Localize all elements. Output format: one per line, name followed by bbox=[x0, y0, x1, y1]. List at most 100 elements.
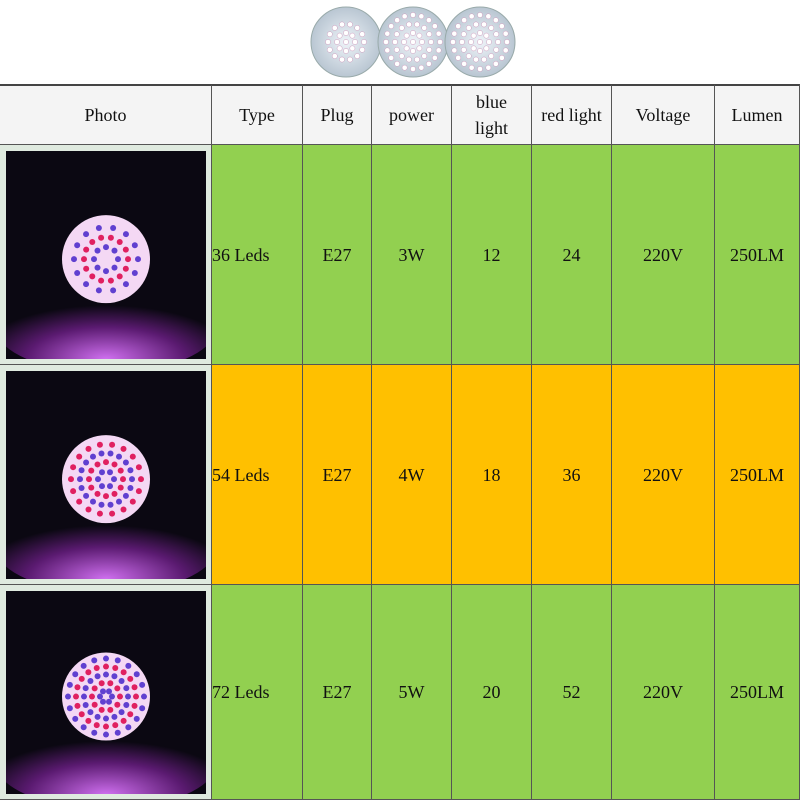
led-dot bbox=[131, 683, 138, 690]
header-cell: Plug bbox=[303, 84, 372, 145]
led-dot bbox=[325, 39, 331, 45]
led-dot bbox=[406, 21, 412, 28]
led-dot bbox=[421, 53, 428, 59]
led-dot bbox=[359, 31, 366, 38]
led-dot bbox=[403, 45, 410, 52]
led-dot bbox=[426, 31, 433, 38]
led-dot bbox=[82, 230, 89, 237]
header-cell: Type bbox=[212, 84, 303, 145]
led-dot bbox=[122, 701, 129, 708]
led-dot bbox=[431, 23, 438, 29]
led-dot bbox=[426, 17, 432, 24]
led-dot bbox=[102, 671, 109, 678]
led-dot bbox=[87, 467, 94, 474]
led-dot bbox=[115, 498, 122, 505]
led-dot bbox=[94, 460, 100, 467]
led-dot bbox=[94, 475, 101, 482]
led-dot bbox=[416, 32, 423, 39]
led-dot bbox=[102, 655, 109, 662]
led-dot bbox=[435, 47, 442, 54]
led-dot bbox=[361, 39, 367, 45]
led-dot bbox=[78, 710, 85, 717]
led-dot bbox=[403, 32, 410, 39]
led-dot bbox=[460, 46, 467, 53]
led-dot bbox=[86, 677, 93, 684]
led-dot bbox=[126, 484, 133, 491]
led-dot bbox=[78, 675, 85, 682]
data-cell: 250LM bbox=[715, 365, 800, 585]
led-dot bbox=[82, 246, 89, 253]
led-dot bbox=[71, 715, 78, 722]
led-dot bbox=[414, 21, 420, 28]
led-dot bbox=[393, 46, 400, 53]
led-dot bbox=[78, 466, 85, 473]
led-dot bbox=[334, 39, 340, 45]
led-dot bbox=[93, 721, 100, 728]
led-dot bbox=[120, 445, 126, 452]
led-dot bbox=[118, 708, 125, 715]
data-cell: 220V bbox=[612, 585, 715, 800]
led-dot bbox=[426, 60, 432, 67]
led-dot bbox=[394, 17, 400, 24]
led-dot bbox=[421, 25, 428, 31]
led-dot bbox=[473, 56, 479, 63]
data-cell: 52 bbox=[532, 585, 612, 800]
led-dot bbox=[502, 47, 509, 54]
led-dot bbox=[98, 706, 105, 713]
led-dot bbox=[93, 664, 100, 671]
led-dot bbox=[108, 693, 115, 700]
led-dot bbox=[102, 243, 109, 250]
led-dot bbox=[89, 498, 96, 505]
bulb-face bbox=[61, 214, 150, 303]
led-dot bbox=[111, 490, 117, 497]
led-dot bbox=[398, 53, 405, 59]
led-dot bbox=[126, 466, 133, 473]
led-dot bbox=[504, 39, 510, 45]
bulbs-banner bbox=[310, 6, 516, 78]
led-dot bbox=[470, 45, 477, 52]
led-dot bbox=[111, 721, 118, 728]
led-dot bbox=[401, 13, 408, 20]
led-dot bbox=[114, 656, 121, 663]
led-dot bbox=[461, 60, 467, 67]
led-dot bbox=[459, 39, 465, 45]
led-dot bbox=[450, 39, 456, 45]
data-cell: 4W bbox=[372, 365, 452, 585]
led-dot bbox=[117, 467, 124, 474]
led-dot bbox=[343, 30, 349, 36]
led-dot bbox=[460, 31, 467, 38]
led-dot bbox=[502, 30, 509, 37]
led-dot bbox=[122, 265, 129, 272]
led-dot bbox=[483, 32, 490, 39]
led-dot bbox=[108, 510, 115, 517]
led-dot bbox=[82, 280, 89, 287]
led-dot bbox=[82, 458, 89, 465]
led-dot bbox=[91, 684, 98, 691]
led-dot bbox=[107, 450, 114, 457]
led-dot bbox=[483, 45, 490, 52]
led-dot bbox=[106, 706, 113, 713]
led-dot bbox=[481, 21, 487, 28]
led-dot bbox=[106, 679, 113, 686]
led-dot bbox=[343, 48, 349, 54]
led-dot bbox=[102, 663, 109, 670]
led-dot bbox=[82, 265, 89, 272]
led-dot bbox=[97, 450, 104, 457]
led-dot bbox=[110, 475, 117, 482]
glow bbox=[5, 502, 206, 579]
data-cell: E27 bbox=[303, 585, 372, 800]
led-dot bbox=[66, 681, 73, 688]
led-dot bbox=[131, 241, 138, 248]
led-dot bbox=[82, 492, 89, 499]
led-dot bbox=[73, 702, 80, 709]
led-dot bbox=[383, 39, 389, 45]
led-dot bbox=[90, 729, 97, 736]
data-cell: 3W bbox=[372, 145, 452, 365]
led-dot bbox=[410, 48, 416, 54]
data-cell: 18 bbox=[452, 365, 532, 585]
header-cell: blue light bbox=[452, 84, 532, 145]
led-dot bbox=[72, 693, 79, 700]
led-dot bbox=[129, 498, 136, 505]
led-dot bbox=[138, 681, 145, 688]
led-dot bbox=[73, 269, 80, 276]
